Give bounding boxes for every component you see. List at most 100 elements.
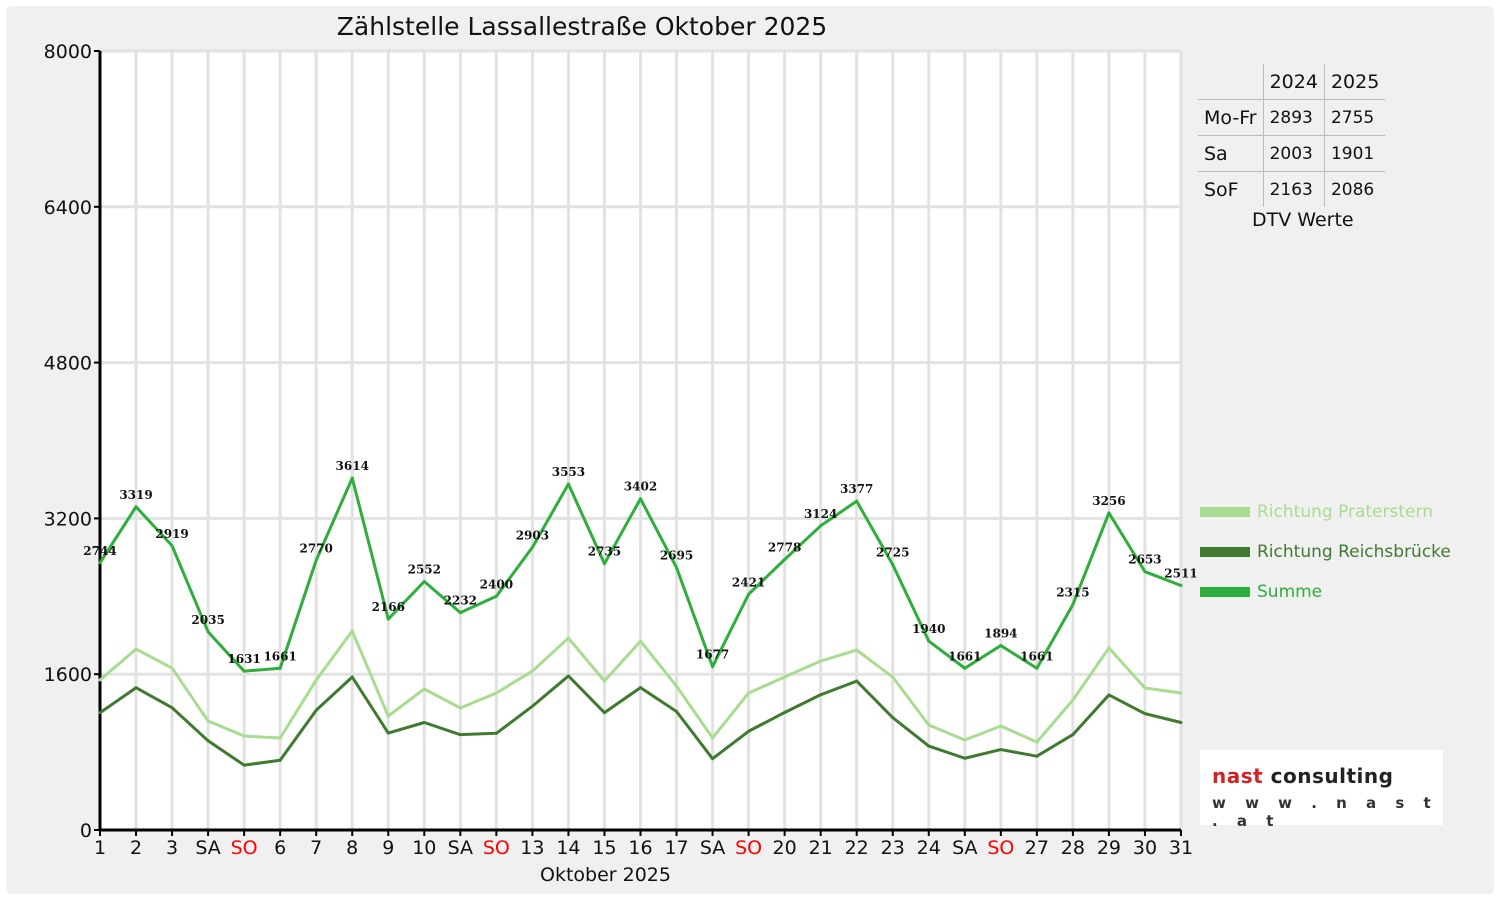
data-point [1107, 646, 1111, 650]
dtv-caption: DTV Werte [1252, 209, 1354, 231]
dtv-cell: Mo-Fr [1198, 99, 1264, 136]
data-point [566, 482, 570, 486]
data-label: 3377 [840, 482, 873, 496]
data-label: 3614 [336, 459, 369, 473]
dtv-row: SoF 2163 2086 [1198, 171, 1386, 207]
data-point [206, 630, 210, 634]
data-point [206, 719, 210, 723]
data-point [134, 647, 138, 651]
data-point [530, 669, 534, 673]
data-point [1143, 712, 1147, 716]
data-point [1143, 570, 1147, 574]
x-tick-label: 27 [1025, 837, 1049, 859]
dtv-cell: Sa [1198, 135, 1264, 172]
data-point [711, 757, 715, 761]
data-point [819, 524, 823, 528]
data-point [999, 724, 1003, 728]
data-point [314, 708, 318, 712]
data-point [711, 665, 715, 669]
data-label: 2919 [155, 527, 188, 541]
data-label: 2232 [444, 594, 477, 608]
x-tick-label: 23 [881, 837, 905, 859]
data-label: 2166 [372, 600, 405, 614]
data-label: 3553 [552, 465, 585, 479]
data-point [1035, 754, 1039, 758]
x-tick-label: SO [483, 837, 510, 859]
data-label: 2511 [1164, 566, 1197, 580]
nast-consulting-logo: nast consulting w w w . n a s t . a t [1200, 750, 1443, 830]
data-point [278, 736, 282, 740]
data-point [1143, 686, 1147, 690]
data-point [206, 739, 210, 743]
dtv-header-row: 2024 2025 [1198, 64, 1385, 100]
data-point [170, 706, 174, 710]
data-point [566, 674, 570, 678]
dtv-cell: 2025 [1330, 70, 1380, 93]
x-tick-label: SO [987, 837, 1014, 859]
data-point [458, 733, 462, 737]
dtv-cell: 2893 [1263, 99, 1325, 136]
y-tick-label: 6400 [44, 197, 92, 219]
data-label: 2552 [408, 562, 441, 576]
x-tick-label: 7 [310, 837, 322, 859]
data-label: 3124 [804, 507, 837, 521]
data-label: 3402 [624, 480, 657, 494]
dtv-cell: 2163 [1263, 171, 1325, 207]
data-point [134, 505, 138, 509]
data-point [639, 686, 642, 690]
x-tick-label: 20 [773, 837, 797, 859]
data-point [747, 592, 751, 596]
x-tick-label: SO [231, 837, 258, 859]
x-tick-label: SA [448, 837, 473, 859]
logo-text: consulting [1263, 764, 1394, 788]
data-point [314, 678, 318, 682]
data-label: 2735 [588, 545, 621, 559]
data-point [963, 666, 967, 670]
data-point [711, 736, 715, 740]
x-tick-label: 10 [412, 837, 436, 859]
x-tick-label: SA [700, 837, 725, 859]
dtv-cell: 2755 [1324, 99, 1386, 136]
data-point [855, 648, 859, 652]
data-point [855, 679, 859, 683]
y-tick-label: 1600 [44, 664, 92, 686]
legend-label: Richtung Reichsbrücke [1257, 542, 1451, 562]
data-point [602, 679, 606, 683]
data-label: 1631 [227, 652, 260, 666]
data-point [278, 758, 282, 762]
data-point [98, 678, 102, 682]
x-tick-label: SA [952, 837, 977, 859]
data-label: 1677 [696, 648, 729, 662]
dtv-row: Sa 2003 1901 [1198, 135, 1386, 172]
x-tick-label: 13 [520, 837, 544, 859]
data-label: 2315 [1056, 586, 1089, 600]
y-tick-label: 8000 [44, 41, 92, 63]
x-tick-label: 30 [1133, 837, 1157, 859]
data-point [747, 691, 751, 695]
data-label: 2400 [480, 577, 513, 591]
legend-label: Richtung Praterstern [1257, 502, 1433, 522]
x-tick-label: 28 [1061, 837, 1085, 859]
data-point [530, 704, 534, 708]
dtv-cell: 2086 [1324, 171, 1386, 207]
data-label: 1894 [984, 627, 1017, 641]
x-tick-label: 2 [130, 837, 142, 859]
x-tick-label: 21 [809, 837, 833, 859]
data-point [242, 763, 246, 767]
data-point [963, 738, 967, 742]
data-point [1071, 603, 1075, 607]
data-label: 2778 [768, 540, 801, 554]
x-tick-label: 3 [166, 837, 178, 859]
dtv-cell [1198, 64, 1264, 100]
data-point [1179, 691, 1183, 695]
data-point [1035, 740, 1039, 744]
dtv-table: 2024 2025 Mo-Fr 2893 2755 Sa 2003 1901 S… [1198, 64, 1386, 207]
data-point [747, 729, 751, 733]
data-point [350, 629, 354, 633]
data-point [783, 675, 787, 679]
data-point [242, 669, 246, 673]
y-tick-label: 3200 [44, 508, 92, 530]
data-point [783, 557, 787, 561]
x-tick-label: 8 [346, 837, 358, 859]
data-point [927, 723, 931, 727]
